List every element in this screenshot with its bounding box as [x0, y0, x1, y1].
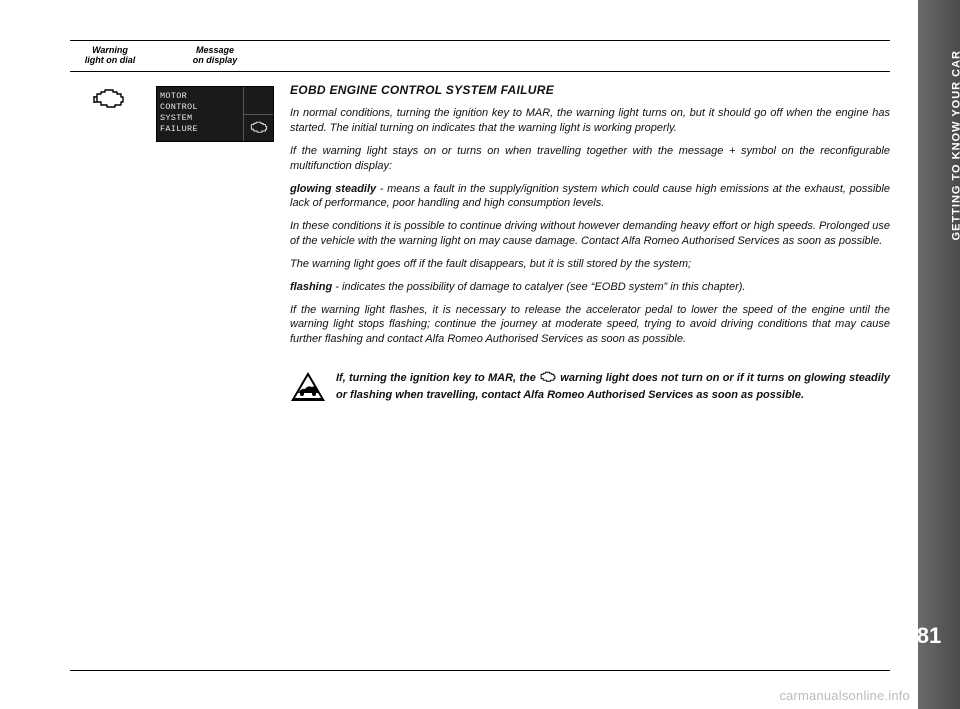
- engine-icon-inline: [539, 374, 557, 386]
- warning-text: If, turning the ignition key to MAR, the…: [336, 371, 890, 403]
- header-col2-line1: Message: [196, 45, 234, 55]
- paragraph-5: The warning light goes off if the fault …: [290, 257, 890, 272]
- body-text-column: EOBD ENGINE CONTROL SYSTEM FAILURE In no…: [280, 82, 890, 403]
- warning-triangle-icon: [290, 371, 326, 403]
- header-col1-line2: light on dial: [85, 55, 136, 65]
- side-tab: GETTING TO KNOW YOUR CAR 81: [918, 0, 960, 709]
- p3-rest: - means a fault in the supply/ignition s…: [290, 183, 890, 210]
- header-col-message: Message on display: [150, 46, 280, 66]
- display-line2: CONTROL: [160, 102, 240, 113]
- warning-light-cell: [70, 82, 150, 403]
- header-col1-line1: Warning: [92, 45, 128, 55]
- display-text: MOTOR CONTROL SYSTEM FAILURE: [157, 87, 243, 141]
- table-header-row: Warning light on dial Message on display: [70, 40, 890, 72]
- display-right-panel: [243, 87, 273, 141]
- page-number: 81: [908, 623, 950, 649]
- paragraph-7: If the warning light flashes, it is nece…: [290, 303, 890, 348]
- paragraph-1: In normal conditions, turning the igniti…: [290, 106, 890, 136]
- engine-icon: [93, 88, 127, 115]
- warning-block: If, turning the ignition key to MAR, the…: [290, 371, 890, 403]
- bottom-rule: [70, 670, 890, 671]
- p6-rest: - indicates the possibility of damage to…: [332, 281, 745, 293]
- watermark: carmanualsonline.info: [779, 688, 910, 703]
- side-tab-label: GETTING TO KNOW YOUR CAR: [950, 50, 960, 240]
- display-line3: SYSTEM: [160, 113, 240, 124]
- paragraph-4: In these conditions it is possible to co…: [290, 219, 890, 249]
- paragraph-6: flashing - indicates the possibility of …: [290, 280, 890, 295]
- page-content: Warning light on dial Message on display…: [70, 40, 890, 660]
- header-col-warning-light: Warning light on dial: [70, 46, 150, 66]
- paragraph-3: glowing steadily - means a fault in the …: [290, 182, 890, 212]
- display-right-top: [244, 87, 273, 115]
- warning-pre: If, turning the ignition key to MAR, the: [336, 372, 539, 384]
- display-line4: FAILURE: [160, 124, 240, 135]
- display-line1: MOTOR: [160, 91, 240, 102]
- header-col2-line2: on display: [193, 55, 238, 65]
- paragraph-2: If the warning light stays on or turns o…: [290, 144, 890, 174]
- section-title: EOBD ENGINE CONTROL SYSTEM FAILURE: [290, 82, 890, 98]
- content-row: MOTOR CONTROL SYSTEM FAILURE EOBD ENGINE…: [70, 72, 890, 403]
- p3-lead: glowing steadily: [290, 183, 376, 195]
- display-box: MOTOR CONTROL SYSTEM FAILURE: [156, 86, 274, 142]
- p6-lead: flashing: [290, 281, 332, 293]
- display-message-cell: MOTOR CONTROL SYSTEM FAILURE: [150, 82, 280, 403]
- display-engine-icon: [244, 115, 273, 142]
